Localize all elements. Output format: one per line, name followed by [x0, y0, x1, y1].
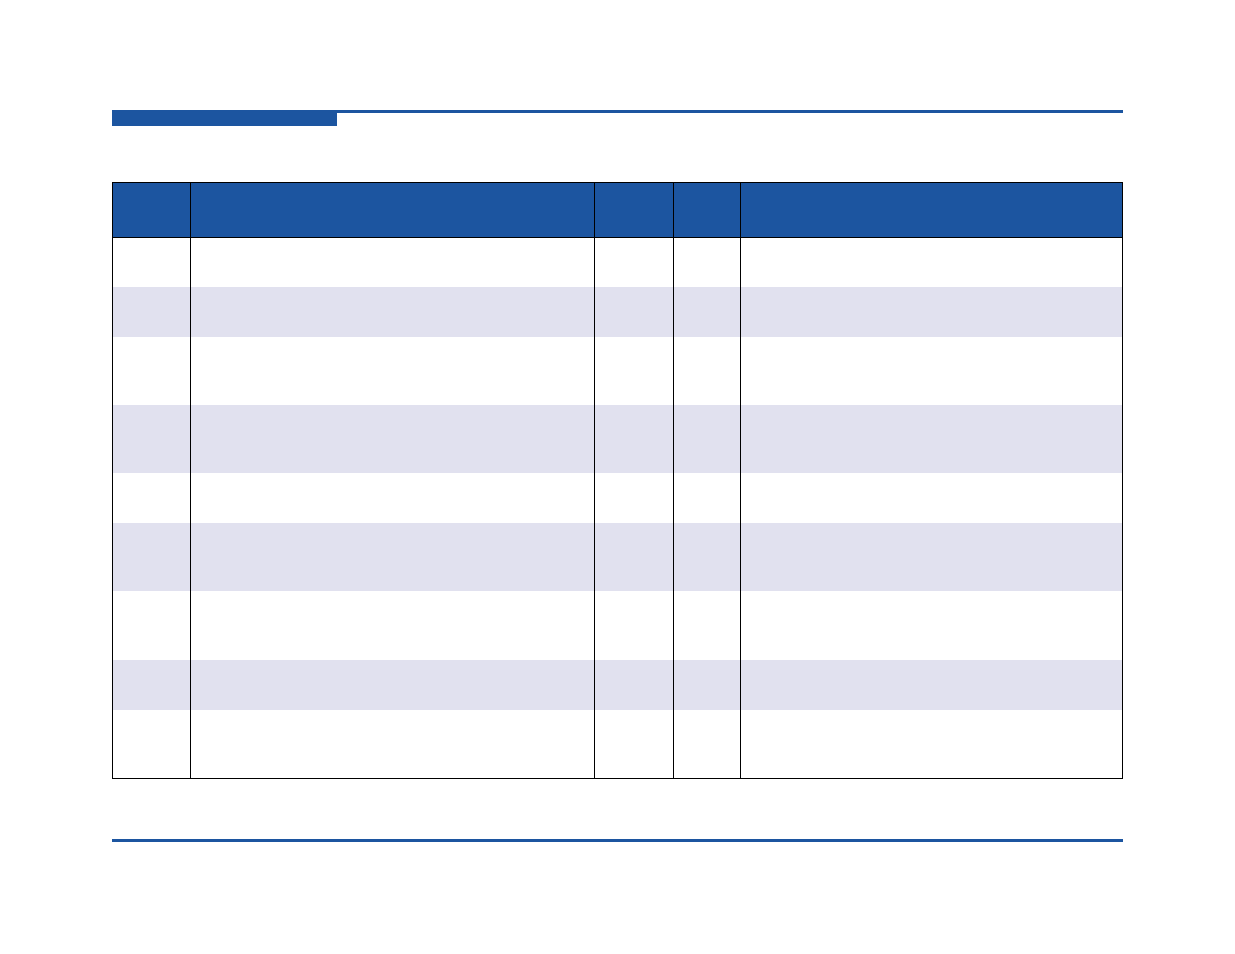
table-row: [112, 660, 1123, 710]
table-body: [112, 237, 1123, 779]
table-row: [112, 405, 1123, 473]
table-row: [112, 337, 1123, 405]
table-row: [112, 237, 1123, 287]
table-row: [112, 473, 1123, 523]
table-row: [112, 710, 1123, 779]
table-row: [112, 287, 1123, 337]
top-tab: [112, 110, 337, 126]
table-grid: [112, 182, 1123, 779]
table-header: [112, 182, 1123, 237]
bottom-rule: [112, 839, 1123, 842]
table-row: [112, 523, 1123, 591]
table-border: [112, 182, 1123, 779]
top-rule: [112, 110, 1123, 113]
table-row: [112, 591, 1123, 660]
